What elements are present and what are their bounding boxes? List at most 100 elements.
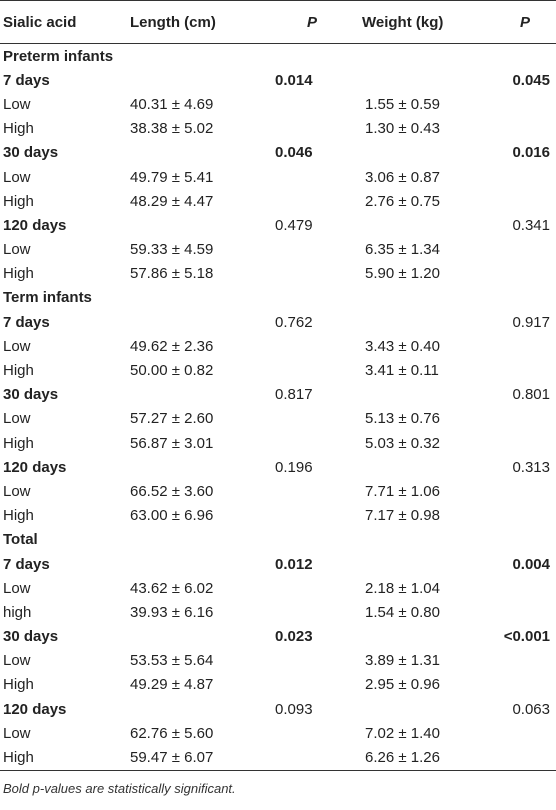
row-label: 30 days [3,628,59,646]
p-weight-cell [485,504,556,528]
section-row: Total [0,528,556,552]
row-label: 30 days [3,386,59,404]
length-cell: 57.86 ± 5.18 [130,265,214,283]
table-row: Low 43.62 ± 6.02 2.18 ± 1.04 [0,576,556,600]
length-cell [120,310,270,334]
header-length: Length (cm) [120,0,270,44]
row-label: Low [3,410,31,428]
p-weight-cell: 0.341 [512,216,550,234]
weight-cell: 7.71 ± 1.06 [365,482,440,500]
p-length-cell [270,600,340,624]
table-row: High 48.29 ± 4.47 2.76 ± 0.75 [0,189,556,213]
row-label: Low [3,241,31,259]
header-p-length: P [270,0,340,44]
table-row: Low 40.31 ± 4.69 1.55 ± 0.59 [0,92,556,116]
length-cell [120,68,270,92]
table-row: High 57.86 ± 5.18 5.90 ± 1.20 [0,262,556,286]
p-weight-cell [485,358,556,382]
row-label: 7 days [3,555,50,573]
length-cell [120,625,270,649]
p-length-cell [270,504,340,528]
p-length-cell [270,165,340,189]
timepoint-row: 7 days 0.762 0.917 [0,310,556,334]
weight-cell [340,383,485,407]
length-cell: 53.53 ± 5.64 [130,652,214,670]
p-length-cell: 0.046 [275,144,313,162]
p-weight-cell: 0.801 [512,386,550,404]
row-label: Total [3,531,38,549]
p-weight-cell [485,479,556,503]
p-weight-cell [485,238,556,262]
length-cell [120,44,270,69]
row-label: Low [3,337,31,355]
table-row: High 56.87 ± 3.01 5.03 ± 0.32 [0,431,556,455]
p-length-cell [270,649,340,673]
weight-cell: 7.02 ± 1.40 [365,724,440,742]
length-cell: 57.27 ± 2.60 [130,410,214,428]
length-cell: 39.93 ± 6.16 [130,603,214,621]
p-length-cell [270,92,340,116]
length-cell: 59.33 ± 4.59 [130,241,214,259]
row-label: Low [3,652,31,670]
p-weight-cell: 0.313 [512,458,550,476]
p-weight-cell: 0.917 [512,313,550,331]
length-cell: 59.47 ± 6.07 [120,745,270,771]
p-length-cell [270,44,340,69]
timepoint-row: 30 days 0.817 0.801 [0,383,556,407]
p-weight-cell: 0.016 [512,144,550,162]
table-row: High 38.38 ± 5.02 1.30 ± 0.43 [0,117,556,141]
p-weight-cell [485,165,556,189]
weight-cell: 6.35 ± 1.34 [365,241,440,259]
table-row: High 50.00 ± 0.82 3.41 ± 0.11 [0,358,556,382]
weight-cell [340,44,485,69]
table-row: Low 49.62 ± 2.36 3.43 ± 0.40 [0,334,556,358]
table-header: Sialic acid Length (cm) P Weight (kg) P [0,0,556,44]
p-length-cell [270,431,340,455]
length-cell: 49.79 ± 5.41 [130,168,214,186]
p-weight-cell [485,721,556,745]
row-label: Low [3,579,31,597]
p-weight-cell [485,117,556,141]
timepoint-row: 120 days 0.196 0.313 [0,455,556,479]
p-length-cell [270,334,340,358]
p-weight-cell: <0.001 [503,628,550,646]
row-label: High [3,120,34,138]
length-cell: 49.62 ± 2.36 [130,337,214,355]
length-cell [120,213,270,237]
table-row: Low 53.53 ± 5.64 3.89 ± 1.31 [0,649,556,673]
weight-cell: 2.95 ± 0.96 [365,676,440,694]
p-length-cell [270,358,340,382]
p-length-cell: 0.012 [275,555,313,573]
p-length-cell [270,262,340,286]
weight-cell: 5.03 ± 0.32 [365,434,440,452]
weight-cell: 3.43 ± 0.40 [365,337,440,355]
table-row: Low 59.33 ± 4.59 6.35 ± 1.34 [0,238,556,262]
timepoint-row: 120 days 0.093 0.063 [0,697,556,721]
weight-cell: 2.76 ± 0.75 [365,192,440,210]
p-length-cell: 0.762 [275,313,313,331]
row-label: Preterm infants [3,47,114,65]
length-cell: 62.76 ± 5.60 [130,724,214,742]
p-length-cell: 0.479 [275,216,313,234]
p-length-cell: 0.014 [275,71,313,89]
p-weight-cell [485,649,556,673]
p-weight-cell [485,576,556,600]
p-weight-cell [485,286,556,310]
weight-cell: 3.06 ± 0.87 [365,168,440,186]
timepoint-row: 30 days 0.046 0.016 [0,141,556,165]
timepoint-row: 30 days 0.023 <0.001 [0,625,556,649]
p-weight-cell: 0.063 [512,700,550,718]
length-cell: 56.87 ± 3.01 [130,434,214,452]
length-cell: 50.00 ± 0.82 [130,362,214,380]
length-cell: 63.00 ± 6.96 [130,507,214,525]
p-length-cell [270,189,340,213]
length-cell: 48.29 ± 4.47 [130,192,214,210]
length-cell: 43.62 ± 6.02 [130,579,214,597]
weight-cell: 6.26 ± 1.26 [340,745,485,771]
weight-cell [340,625,485,649]
table-row: High 49.29 ± 4.87 2.95 ± 0.96 [0,673,556,697]
timepoint-row: 120 days 0.479 0.341 [0,213,556,237]
weight-cell: 5.13 ± 0.76 [365,410,440,428]
length-cell: 49.29 ± 4.87 [130,676,214,694]
p-length-cell [270,238,340,262]
